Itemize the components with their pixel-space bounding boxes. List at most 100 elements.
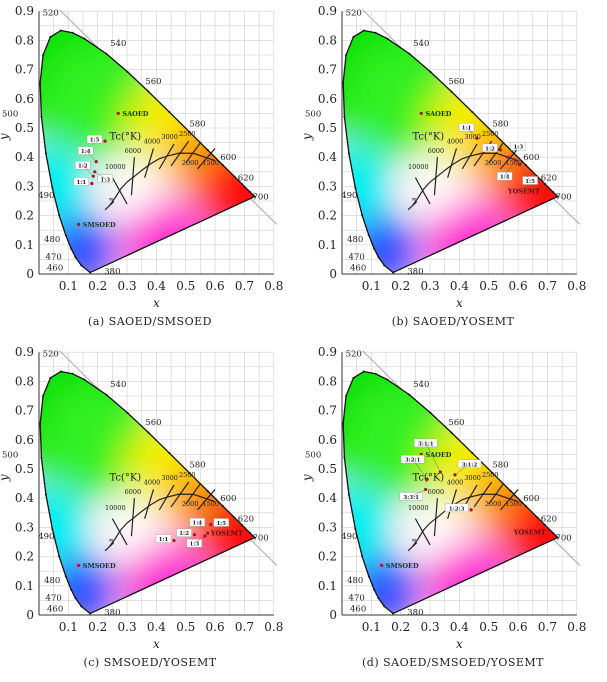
locus-tick: [408, 393, 411, 396]
chart-caption: (a) SAOED/SMSOED: [88, 315, 212, 328]
cct-label: 4000: [447, 478, 464, 486]
y-tick-label: 0.2: [15, 550, 34, 564]
y-tick-label: 0.1: [15, 238, 34, 252]
isotemperature-line: [130, 157, 135, 196]
point-label-box: [73, 177, 90, 186]
data-point: [77, 222, 81, 226]
locus-tick: [222, 505, 225, 508]
wavelength-label: 470: [46, 252, 62, 262]
point-label: SAOED: [122, 110, 148, 118]
cct-title: Tc(°K): [109, 132, 141, 143]
locus-tick: [347, 152, 350, 155]
locus-tick: [188, 471, 191, 474]
y-tick-label: 0.8: [15, 33, 34, 47]
wavelength-label: 600: [220, 494, 236, 504]
wavelength-label: 500: [305, 450, 321, 460]
x-tick-label: 0.2: [391, 620, 410, 634]
color-blob: [74, 247, 110, 273]
isotemperature-line: [500, 489, 519, 511]
cct-title: Tc(°K): [109, 473, 141, 484]
point-label-group: 1:3: [186, 538, 203, 548]
data-point: [380, 563, 384, 567]
x-axis-label: x: [456, 296, 463, 310]
cct-label: 2000: [485, 500, 502, 508]
locus-tick: [89, 271, 92, 274]
locus-tick: [361, 214, 364, 217]
isotemperature-line: [158, 143, 175, 170]
locus-tick: [556, 195, 559, 198]
color-blob: [103, 157, 163, 216]
locus-tick: [44, 152, 47, 155]
point-label-box: [444, 503, 469, 513]
locus-tick: [471, 452, 474, 455]
point-label-box: [414, 438, 438, 448]
chart-panel: 0.1 0.2 0.3 0.4 0.5 0.6 0.7 0.8 0 0.1 0.2 0.3 0.4 0.5…: [0, 0, 303, 341]
point-label: SMSOED: [83, 221, 116, 229]
cct-title: Tc(°K): [412, 473, 444, 484]
chart-panel: 0.1 0.2 0.3 0.4 0.5 0.6 0.7 0.8 0 0.1 0.2 0.3 0.4 0.5…: [303, 341, 606, 682]
cct-label: 2500: [482, 471, 499, 479]
point-label-group: 1:2: [176, 528, 192, 537]
point-label: 1:5: [216, 521, 226, 527]
locus-tick: [83, 37, 86, 40]
locus-tick: [509, 490, 512, 493]
color-blob: [406, 157, 466, 216]
wavelength-label: 520: [346, 9, 362, 19]
locus-tick: [168, 452, 171, 455]
x-tick-label: 0.1: [59, 620, 78, 634]
data-point: [77, 563, 81, 567]
wavelength-label: 700: [555, 534, 571, 544]
locus-tick: [383, 605, 386, 608]
x-tick-label: 0.3: [118, 279, 137, 293]
locus-tick: [367, 575, 370, 578]
locus-tick: [361, 555, 364, 558]
wavelength-label: 470: [46, 593, 62, 603]
planckian-locus: [411, 152, 519, 207]
point-label-group: YOSEMT: [513, 528, 546, 536]
isotemperature-line: [488, 483, 504, 505]
label-leader-line: [411, 489, 426, 497]
point-label-box: [510, 141, 527, 151]
y-tick-label: 0.7: [318, 63, 337, 77]
isotemperature-line: [447, 148, 458, 178]
label-leader-line: [425, 442, 441, 473]
x-tick-label: 0.3: [421, 279, 440, 293]
x-tick-label: 0.5: [176, 620, 195, 634]
locus-end-cap: [407, 542, 418, 552]
y-tick-label: 0.5: [318, 121, 337, 135]
y-tick-label: 0.6: [15, 433, 34, 447]
isotemperature-line: [185, 483, 201, 505]
locus-tick: [51, 186, 54, 189]
cct-label: 6000: [428, 488, 445, 496]
locus-tick: [354, 527, 357, 530]
x-tick-label: 0.2: [391, 279, 410, 293]
cct-label: 10000: [105, 163, 126, 171]
wavelength-label: 560: [145, 418, 161, 428]
locus-tick: [450, 90, 453, 93]
point-label-group: YOSEMT: [507, 187, 540, 195]
cct-label: 4000: [144, 478, 161, 486]
cct-label: 10000: [408, 504, 429, 512]
data-point: [90, 181, 94, 186]
point-label: 1:5: [90, 138, 100, 144]
locus-tick: [249, 531, 252, 534]
data-point: [103, 139, 107, 143]
locus-tick: [373, 588, 376, 591]
y-tick-label: 0.9: [318, 4, 337, 18]
wavelength-label: 460: [47, 604, 63, 614]
wavelength-label: 700: [252, 534, 268, 544]
y-tick-label: 0: [26, 608, 34, 622]
locus-tick: [64, 234, 67, 237]
label-leader-line: [519, 164, 531, 181]
isotemperature-line: [170, 140, 190, 167]
cie-chart: 0.1 0.2 0.3 0.4 0.5 0.6 0.7 0.8 0 0.1 0.2 0.3 0.4 0.5…: [303, 4, 586, 310]
wavelength-label: 460: [47, 263, 63, 273]
point-label-box: [213, 518, 229, 527]
y-tick-label: 0: [26, 267, 34, 281]
wavelength-label: 470: [349, 593, 365, 603]
x-tick-label: 0.7: [235, 279, 254, 293]
locus-tick: [42, 53, 45, 56]
y-tick-label: 0.3: [318, 520, 337, 534]
gamut-blobs: [343, 371, 558, 614]
cct-label: 1500: [505, 159, 522, 167]
